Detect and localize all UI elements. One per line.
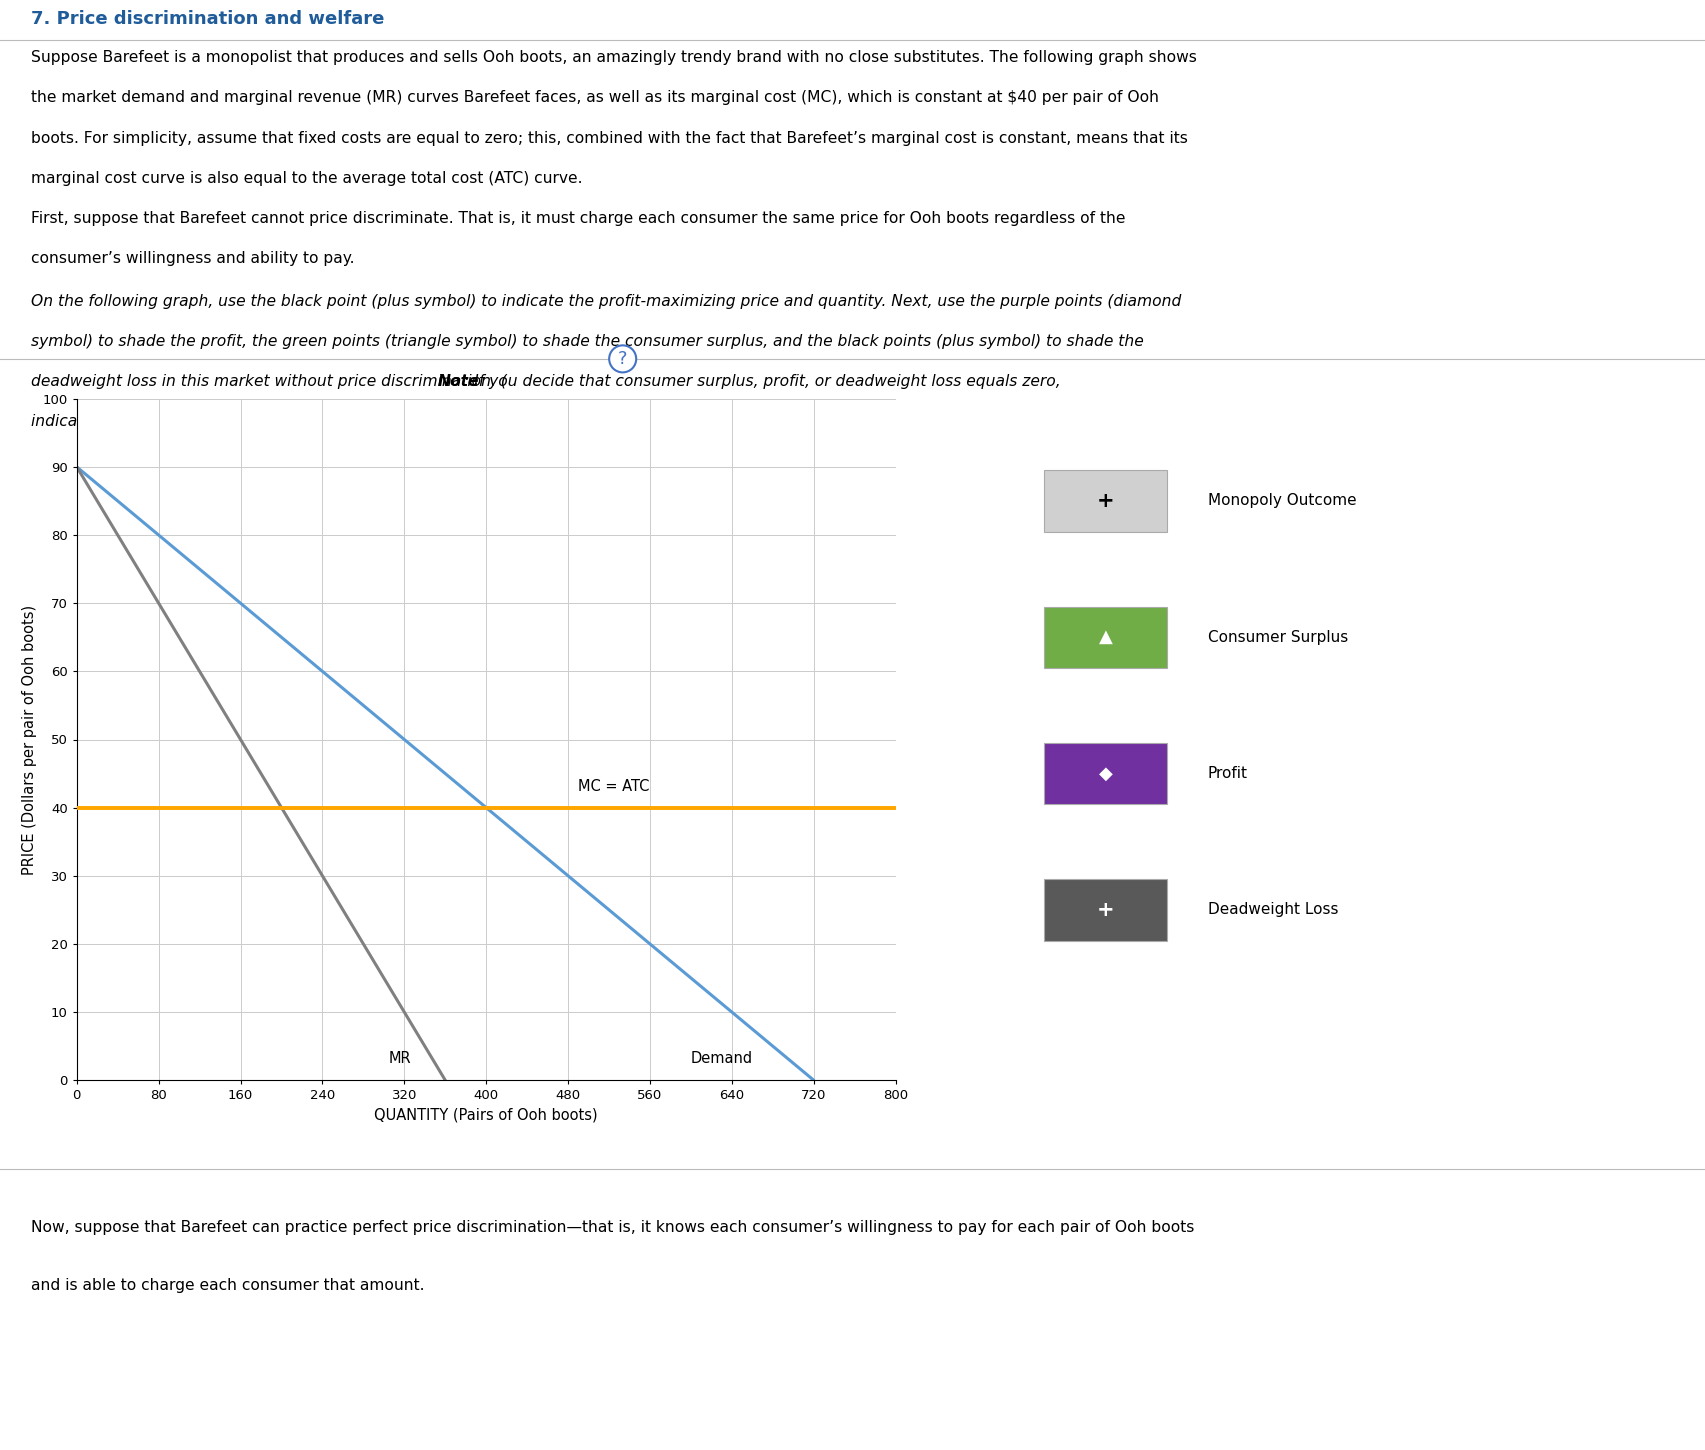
Text: and is able to charge each consumer that amount.: and is able to charge each consumer that…	[31, 1277, 425, 1293]
Text: consumer’s willingness and ability to pay.: consumer’s willingness and ability to pa…	[31, 251, 355, 265]
Text: deadweight loss in this market without price discrimination. (: deadweight loss in this market without p…	[31, 374, 506, 389]
Text: symbol) to shade the profit, the green points (triangle symbol) to shade the con: symbol) to shade the profit, the green p…	[31, 334, 1142, 349]
Text: Demand: Demand	[691, 1051, 752, 1066]
Text: marginal cost curve is also equal to the average total cost (ATC) curve.: marginal cost curve is also equal to the…	[31, 171, 581, 186]
Text: indicate this by leaving that element in its original position on the palette.): indicate this by leaving that element in…	[31, 415, 612, 429]
Text: 7. Price discrimination and welfare: 7. Price discrimination and welfare	[31, 10, 384, 29]
Text: Note: Note	[438, 374, 479, 389]
Text: Profit: Profit	[1207, 766, 1246, 782]
Text: First, suppose that Barefeet cannot price discriminate. That is, it must charge : First, suppose that Barefeet cannot pric…	[31, 210, 1125, 226]
Text: Now, suppose that Barefeet can practice perfect price discrimination—that is, it: Now, suppose that Barefeet can practice …	[31, 1221, 1194, 1235]
Text: On the following graph, use the black point (plus symbol) to indicate the profit: On the following graph, use the black po…	[31, 294, 1180, 309]
Text: Suppose Barefeet is a monopolist that produces and sells Ooh boots, an amazingly: Suppose Barefeet is a monopolist that pr…	[31, 51, 1195, 65]
Text: Monopoly Outcome: Monopoly Outcome	[1207, 493, 1355, 509]
Text: ?: ?	[617, 349, 627, 368]
Text: +: +	[1096, 492, 1113, 510]
Text: Deadweight Loss: Deadweight Loss	[1207, 902, 1337, 918]
Text: : If you decide that consumer surplus, profit, or deadweight loss equals zero,: : If you decide that consumer surplus, p…	[464, 374, 1061, 389]
FancyBboxPatch shape	[1043, 879, 1166, 941]
X-axis label: QUANTITY (Pairs of Ooh boots): QUANTITY (Pairs of Ooh boots)	[373, 1108, 598, 1122]
Text: the market demand and marginal revenue (MR) curves Barefeet faces, as well as it: the market demand and marginal revenue (…	[31, 90, 1158, 106]
FancyBboxPatch shape	[1043, 606, 1166, 668]
FancyBboxPatch shape	[1043, 742, 1166, 805]
Text: MR: MR	[389, 1051, 411, 1066]
Text: ▲: ▲	[1098, 628, 1112, 647]
Text: Consumer Surplus: Consumer Surplus	[1207, 629, 1347, 645]
Text: boots. For simplicity, assume that fixed costs are equal to zero; this, combined: boots. For simplicity, assume that fixed…	[31, 130, 1187, 145]
Text: MC = ATC: MC = ATC	[578, 779, 650, 793]
Y-axis label: PRICE (Dollars per pair of Ooh boots): PRICE (Dollars per pair of Ooh boots)	[22, 605, 38, 874]
Text: +: +	[1096, 900, 1113, 919]
FancyBboxPatch shape	[1043, 470, 1166, 532]
Text: ◆: ◆	[1098, 764, 1112, 783]
